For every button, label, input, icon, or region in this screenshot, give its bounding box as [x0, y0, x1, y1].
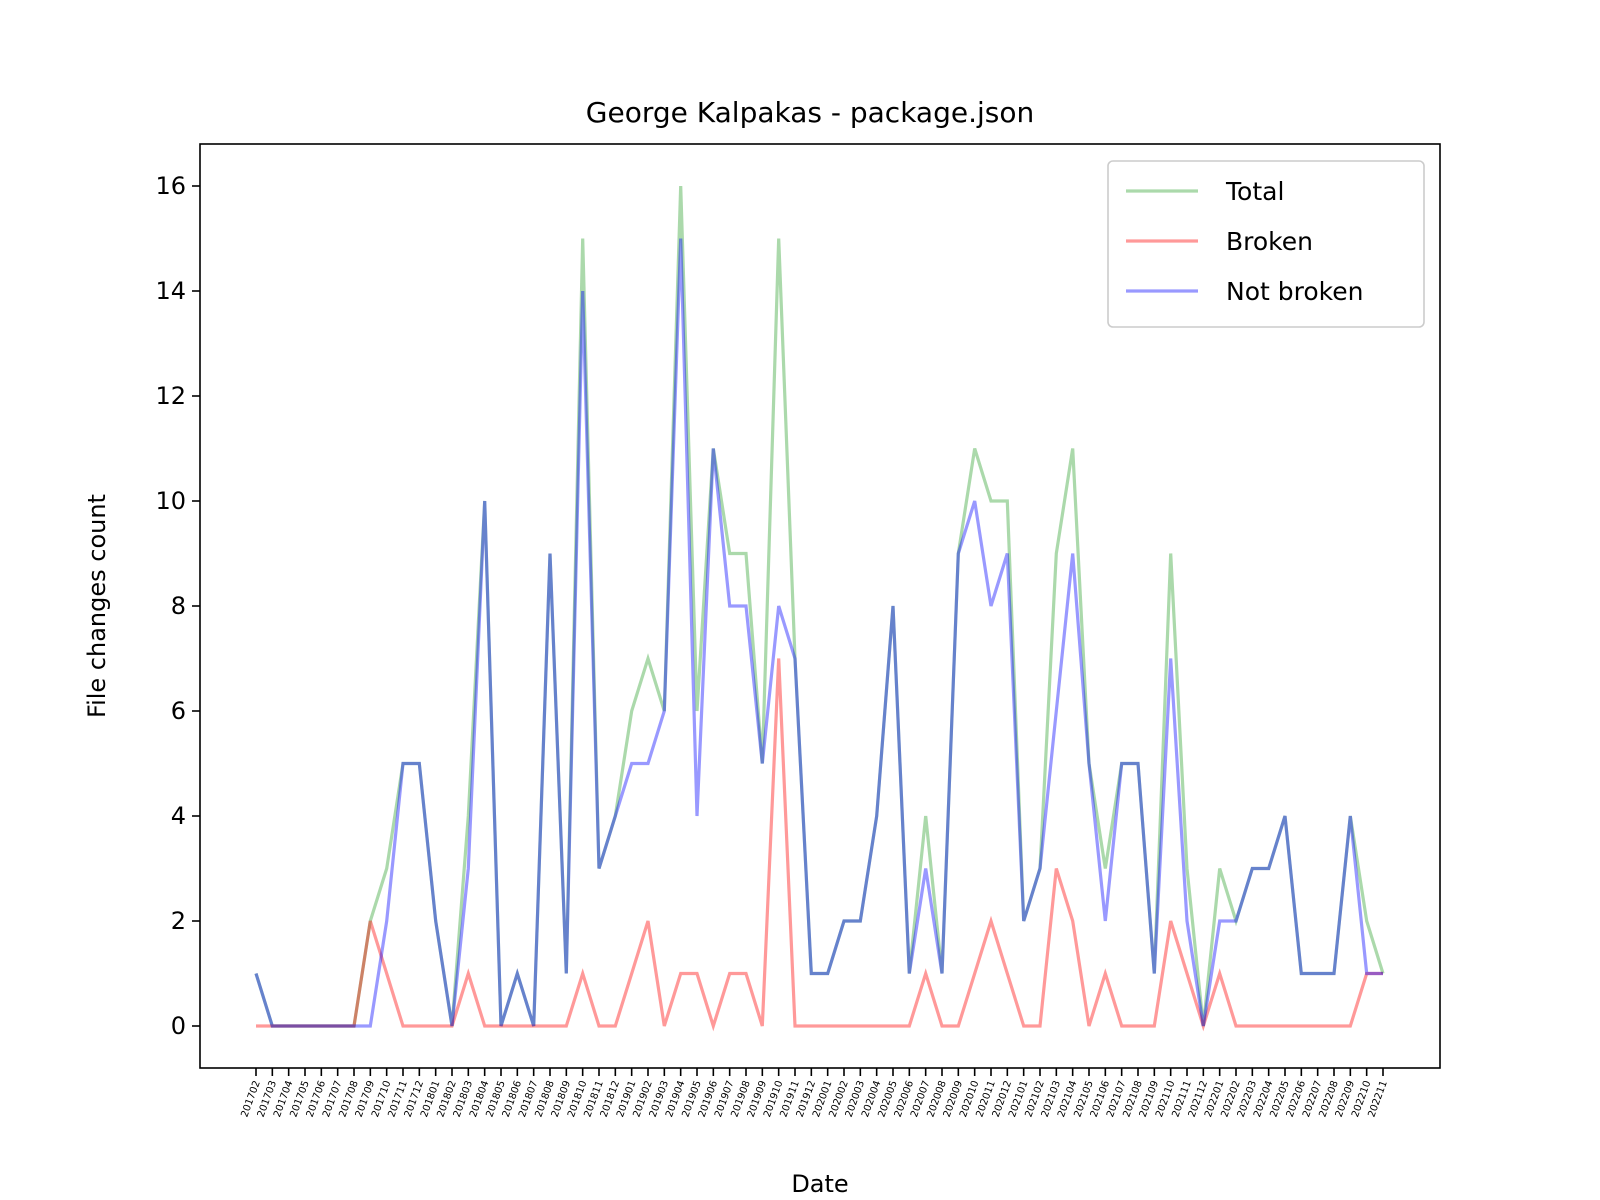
x-axis: 2017022017032017042017052017062017072017… [239, 1068, 1390, 1119]
x-axis-label: Date [791, 1170, 848, 1198]
y-axis: 0 2 4 6 8 10 12 14 16 [155, 172, 200, 1040]
y-tick-label: 14 [155, 277, 186, 305]
legend-label: Broken [1226, 227, 1313, 256]
y-tick-label: 16 [155, 172, 186, 200]
y-tick-label: 2 [171, 907, 186, 935]
y-tick-label: 0 [171, 1012, 186, 1040]
y-tick-label: 12 [155, 382, 186, 410]
series-line-broken [256, 658, 1383, 1032]
y-tick-label: 4 [171, 802, 186, 830]
legend-label: Not broken [1226, 277, 1363, 306]
legend-label: Total [1225, 177, 1284, 206]
legend-box [1107, 160, 1425, 328]
series-line-total [254, 185, 1385, 1028]
y-tick-label: 6 [171, 697, 186, 725]
legend: Total Broken Not broken [1107, 160, 1425, 328]
series-line-not-broken [254, 238, 1383, 1028]
series-lines [254, 185, 1385, 1032]
y-axis-label: File changes count [83, 494, 111, 718]
chart-title: George Kalpakas - package.json [586, 96, 1034, 129]
y-tick-label: 8 [171, 592, 186, 620]
y-tick-label: 10 [155, 487, 186, 515]
